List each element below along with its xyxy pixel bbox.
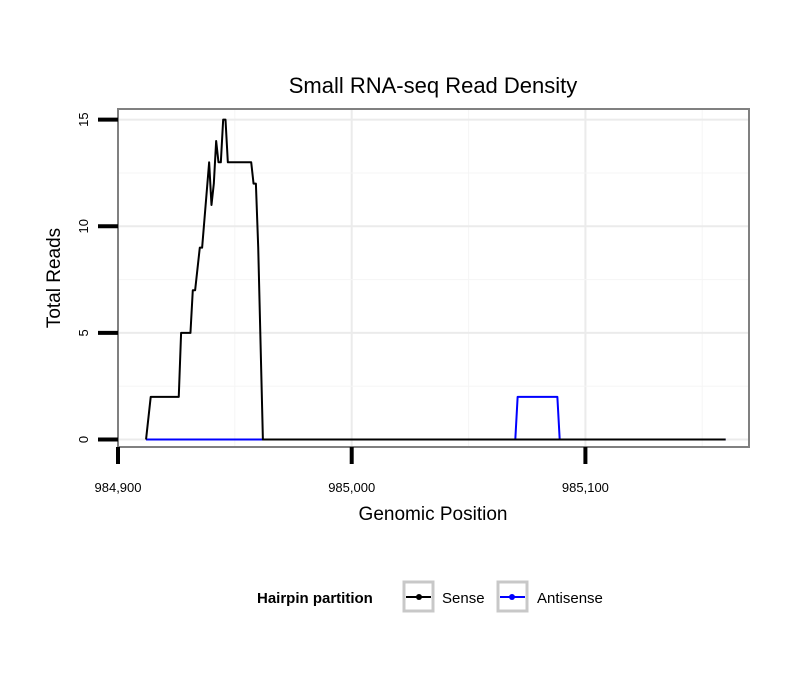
x-tick-label-0: 984,900 xyxy=(95,480,142,495)
legend-label-sense: Sense xyxy=(442,590,485,607)
plot-panel-background xyxy=(118,109,749,447)
legend-title: Hairpin partition xyxy=(257,590,373,607)
legend-marker-antisense xyxy=(509,594,515,600)
series-layer xyxy=(145,118,726,441)
y-tick-label-0: 0 xyxy=(76,436,91,443)
y-tick-label-2: 10 xyxy=(76,219,91,233)
y-axis-title: Total Reads xyxy=(44,228,65,328)
series-line-sense xyxy=(145,118,726,441)
x-axis-title: Genomic Position xyxy=(359,504,508,525)
x-tick-label-1: 985,000 xyxy=(328,480,375,495)
legend-marker-sense xyxy=(416,594,422,600)
y-tick-label-3: 15 xyxy=(76,112,91,126)
legend-label-antisense: Antisense xyxy=(537,590,603,607)
chart-title: Small RNA-seq Read Density xyxy=(289,73,578,98)
plot-panel-border xyxy=(117,108,750,448)
legend: Hairpin partition Sense Antisense xyxy=(257,580,603,613)
y-tick-label-1: 5 xyxy=(76,329,91,336)
axis-ticks: 984,900 985,000 985,100 0 5 10 15 xyxy=(76,112,609,495)
x-tick-label-2: 985,100 xyxy=(562,480,609,495)
